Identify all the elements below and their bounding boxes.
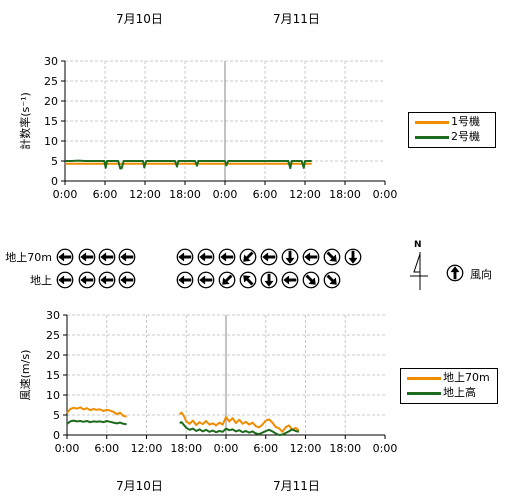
legend-label-unit1: 1号機: [451, 115, 480, 128]
count-rate-xtick-label: 12:00: [129, 188, 161, 201]
wind-arrow-icon: [197, 248, 215, 266]
wind-arrow-icon: [323, 248, 341, 266]
wind-speed-series-2-line: [179, 421, 300, 436]
count-rate-xtick-label: 18:00: [169, 188, 201, 201]
wind-speed-ytick-label: 10: [46, 389, 60, 402]
wind-arrow-icon: [260, 271, 278, 289]
wind-arrow-icon: [323, 271, 341, 289]
wind-speed-series-1-line: [66, 406, 127, 418]
wind-row-label-70m: 地上70m: [5, 251, 52, 264]
count-rate-xtick-label: 12:00: [289, 188, 321, 201]
bottom-date-day1: 7月10日: [116, 479, 163, 493]
wind-arrow-icon: [118, 248, 136, 266]
wind-legend-arrow-icon: [446, 264, 464, 282]
wind-speed-xtick-label: 0:00: [55, 442, 80, 455]
legend-swatch-unit2: [415, 136, 449, 139]
legend-entry-windground: 地上高: [401, 385, 497, 401]
legend-entry-wind70: 地上70m: [401, 370, 497, 386]
wind-speed-ytick-label: 20: [46, 349, 60, 362]
count-rate-ytick-label: 0: [51, 175, 58, 188]
wind-speed-xtick-label: 0:00: [373, 442, 398, 455]
wind-arrow-icon: [56, 248, 74, 266]
count-rate-chart: 0 5 10 15 20 25 30 0:00 6:00 12:00 18:00 0:00 6:00 12…: [18, 55, 398, 201]
count-rate-xtick-label: 6:00: [93, 188, 118, 201]
wind-arrow-icon: [302, 248, 320, 266]
wind-speed-legend: 地上70m 地上高: [400, 368, 498, 404]
wind-arrow-icon: [176, 248, 194, 266]
bottom-date-day2: 7月11日: [273, 479, 320, 493]
wind-arrow-icon: [197, 271, 215, 289]
wind-arrow-icon: [98, 271, 116, 289]
wind-speed-series-2-line: [66, 419, 127, 426]
wind-speed-xtick-label: 18:00: [329, 442, 361, 455]
legend-entry-unit2: 2号機: [409, 129, 495, 145]
count-rate-ytick-label: 15: [44, 115, 58, 128]
wind-speed-xtick-label: 0:00: [214, 442, 239, 455]
wind-legend-label: 風向: [470, 268, 492, 281]
count-rate-xtick-label: 0:00: [213, 188, 238, 201]
wind-arrow-icon: [176, 271, 194, 289]
wind-arrow-icon: [98, 248, 116, 266]
wind-arrow-icon: [281, 248, 299, 266]
count-rate-ytick-label: 25: [44, 75, 58, 88]
wind-speed-ytick-label: 5: [53, 409, 60, 422]
wind-arrow-icon: [281, 271, 299, 289]
count-rate-xtick-label: 18:00: [329, 188, 361, 201]
wind-speed-xtick-label: 18:00: [170, 442, 202, 455]
count-rate-ylabel: 計数率(s⁻¹): [18, 92, 32, 150]
count-rate-ytick-label: 30: [44, 55, 58, 68]
top-date-day2: 7月11日: [273, 12, 320, 26]
north-label: N: [414, 240, 422, 250]
count-rate-xtick-label: 6:00: [253, 188, 278, 201]
wind-arrow-icon: [260, 248, 278, 266]
wind-speed-xtick-label: 12:00: [131, 442, 163, 455]
wind-arrow-icon: [78, 248, 96, 266]
legend-swatch-wind70: [407, 377, 441, 380]
north-compass-icon: [410, 252, 428, 290]
count-rate-ytick-label: 5: [51, 155, 58, 168]
wind-row-label-ground: 地上: [30, 274, 52, 287]
wind-arrow-icon: [239, 248, 257, 266]
wind-arrow-icon: [78, 271, 96, 289]
wind-speed-chart: 0 5 10 15 20 25 30 0:00 6:00 12:00 18:00 0:00 6:00 12…: [19, 309, 398, 455]
count-rate-legend: 1号機 2号機: [408, 112, 496, 148]
count-rate-xtick-label: 0:00: [53, 188, 78, 201]
count-rate-xtick-label: 0:00: [373, 188, 398, 201]
count-rate-ytick-label: 20: [44, 95, 58, 108]
wind-arrow-icon: [118, 271, 136, 289]
wind-arrow-icon: [218, 248, 236, 266]
legend-swatch-unit1: [415, 121, 449, 124]
legend-entry-unit1: 1号機: [409, 114, 495, 130]
wind-speed-ytick-label: 15: [46, 369, 60, 382]
legend-label-wind70: 地上70m: [443, 371, 490, 384]
wind-speed-series-1-line: [178, 411, 300, 433]
wind-arrow-icon: [302, 271, 320, 289]
wind-arrow-icon: [218, 271, 236, 289]
legend-swatch-windground: [407, 392, 441, 395]
wind-speed-ytick-label: 0: [53, 429, 60, 442]
wind-arrow-icon: [239, 271, 257, 289]
count-rate-series-2-line: [65, 159, 312, 170]
legend-label-unit2: 2号機: [451, 130, 480, 143]
wind-speed-xtick-label: 6:00: [94, 442, 119, 455]
wind-arrow-icon: [56, 271, 74, 289]
legend-label-windground: 地上高: [443, 386, 476, 399]
wind-speed-xtick-label: 6:00: [253, 442, 278, 455]
wind-speed-xtick-label: 12:00: [290, 442, 322, 455]
count-rate-ytick-label: 10: [44, 135, 58, 148]
wind-speed-ylabel: 風速(m/s): [19, 350, 32, 401]
top-date-day1: 7月10日: [116, 12, 163, 26]
wind-speed-ytick-label: 30: [46, 309, 60, 322]
wind-speed-ytick-label: 25: [46, 329, 60, 342]
wind-arrow-icon: [344, 248, 362, 266]
